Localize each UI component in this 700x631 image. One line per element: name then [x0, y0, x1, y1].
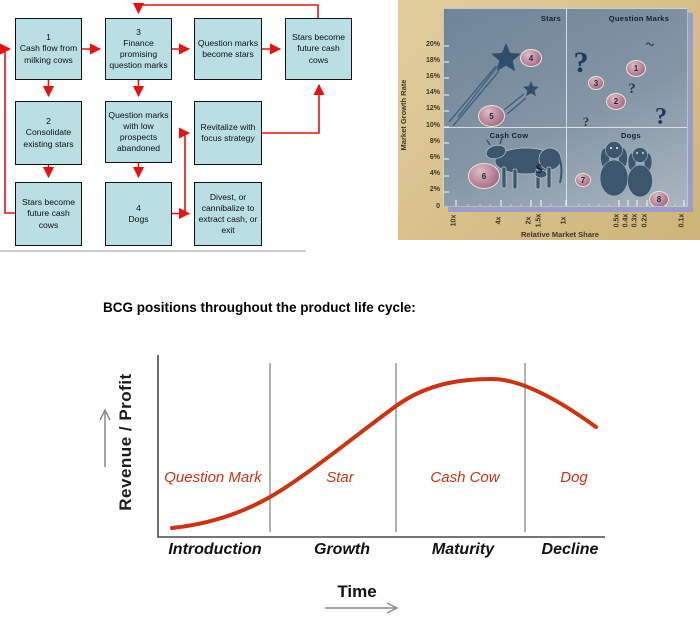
- ytick-10: 10%: [425, 121, 440, 129]
- xtick-0-2x: 0.2x: [641, 213, 649, 228]
- xtick-0-1x: 0.1x: [678, 213, 686, 228]
- matrix-tick-marks: [444, 45, 685, 206]
- up-arrow-icon: [99, 408, 111, 467]
- arrow-dogs-to-revitalize: [172, 127, 191, 215]
- dog-icon: [599, 141, 629, 197]
- stage-label-maturity: Maturity: [431, 541, 495, 558]
- matrix-divider-horizontal: [444, 127, 687, 128]
- quadrant-label-cash-cow: Cash Cow: [489, 131, 529, 140]
- ytick-20: 20%: [425, 40, 440, 48]
- arrow-revitalize-to-stars: [262, 83, 325, 134]
- matrix-panel: ? ~ ? ? ?: [443, 8, 688, 207]
- box-milking-cows: 1 Cash flow from milking cows: [15, 18, 82, 80]
- stage-label-decline: Decline: [541, 541, 599, 558]
- matrix-bubble-8: 8: [649, 191, 669, 206]
- question-mark-glyph: ?: [574, 46, 589, 79]
- right-arrow-icon: [325, 602, 399, 614]
- lifecycle-curve: [170, 376, 598, 530]
- box-dogs: 4 Dogs: [105, 182, 172, 246]
- dog-icon: [627, 147, 653, 198]
- question-mark-glyph: ?: [583, 114, 590, 129]
- matrix-bubble-4: 4: [520, 49, 542, 67]
- box-consolidate-stars: 2 Consolidate existing stars: [15, 101, 82, 165]
- ytick-0: 0: [436, 202, 440, 210]
- matrix-y-axis-label: Market Growth Rate: [399, 79, 408, 151]
- box-stars-become-cows-bottom: Stars become future cash cows: [15, 182, 82, 246]
- quadrant-label-stars: Stars: [540, 14, 562, 23]
- box-qm-become-stars: Question marks become stars: [194, 18, 262, 80]
- lifecycle-y-axis-label: Revenue / Profit: [116, 373, 135, 511]
- matrix-bubble-6: 6: [468, 163, 500, 189]
- matrix-x-axis-label: Relative Market Share: [521, 230, 599, 239]
- phase-label-cash-cow: Cash Cow: [430, 469, 500, 486]
- stage-label-growth: Growth: [314, 541, 370, 558]
- bcg-matrix-image: ? ~ ? ? ?: [398, 0, 700, 240]
- matrix-bubble-3: 3: [588, 76, 604, 90]
- squiggle-glyph: ~: [644, 36, 655, 53]
- box-divest: Divest, or cannibalize to extract cash, …: [194, 182, 262, 246]
- matrix-bubble-7: 7: [575, 173, 591, 187]
- star-icon-large: [491, 43, 521, 72]
- ytick-8: 8%: [429, 137, 440, 145]
- box-revitalize: Revitalize with focus strategy: [194, 101, 262, 165]
- matrix-divider-vertical: [566, 9, 567, 206]
- section-divider: [0, 250, 306, 252]
- flowchart-arrows: [0, 2, 325, 220]
- box-finance-question-marks: 3 Finance promising question marks: [105, 18, 172, 80]
- arrow-starsbottom-feedback-to-box1: [0, 43, 15, 214]
- bcg-flowchart: 1 Cash flow from milking cows 3 Finance …: [0, 0, 390, 260]
- xtick-10x: 10x: [450, 214, 458, 227]
- box-stars-become-cows-top: Stars become future cash cows: [285, 18, 352, 80]
- ytick-14: 14%: [425, 89, 440, 97]
- ytick-18: 18%: [425, 56, 440, 64]
- box-qm-abandoned: Question marks with low prospects abando…: [105, 101, 172, 163]
- quadrant-label-dogs: Dogs: [621, 131, 641, 140]
- lifecycle-chart: Revenue / Profit Question Mark Star Cash…: [90, 345, 620, 631]
- matrix-minor-ticks: [467, 204, 676, 206]
- quadrant-label-question-marks: Question Marks: [608, 14, 670, 23]
- ytick-6: 6%: [429, 153, 440, 161]
- matrix-bubble-1: 1: [626, 60, 646, 77]
- matrix-artwork: ? ~ ? ? ?: [444, 36, 685, 206]
- question-mark-glyph: ?: [628, 81, 636, 97]
- axes-lines: [157, 355, 605, 538]
- phase-label-star: Star: [326, 469, 354, 486]
- stage-dividers: [269, 363, 526, 532]
- cow-icon: [485, 137, 563, 190]
- phase-label-dog: Dog: [560, 469, 588, 486]
- matrix-bubble-5: 5: [478, 105, 505, 127]
- star-icon-small: [523, 81, 539, 97]
- comet-trails-icon: [448, 61, 527, 127]
- phase-label-question-mark: Question Mark: [164, 469, 262, 486]
- ytick-12: 12%: [425, 105, 440, 113]
- lifecycle-title: BCG positions throughout the product lif…: [103, 300, 416, 315]
- matrix-bubble-2: 2: [606, 93, 626, 110]
- stage-label-introduction: Introduction: [168, 541, 262, 558]
- arrow-stars-feedback-to-box3: [132, 2, 319, 18]
- time-axis-label: Time: [337, 582, 377, 601]
- ytick-16: 16%: [425, 72, 440, 80]
- dollar-icon: $: [536, 161, 543, 176]
- question-mark-glyph: ?: [655, 104, 667, 130]
- ytick-2: 2%: [429, 186, 440, 194]
- lifecycle-plot: [99, 355, 605, 614]
- ytick-4: 4%: [429, 170, 440, 178]
